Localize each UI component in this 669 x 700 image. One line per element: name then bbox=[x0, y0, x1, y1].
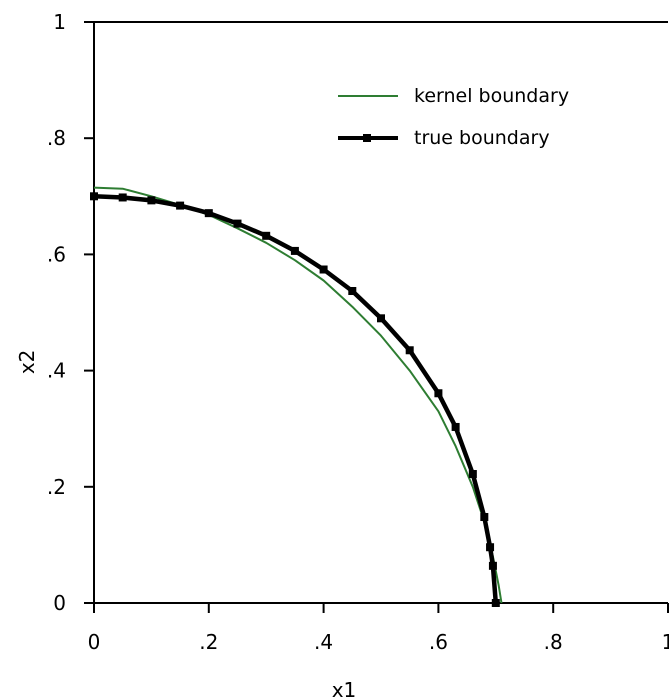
legend: kernel boundary true boundary bbox=[338, 85, 569, 149]
series-marker bbox=[233, 219, 242, 228]
x-tick-label: .2 bbox=[199, 630, 218, 654]
y-axis-title: x2 bbox=[15, 350, 39, 375]
series-marker bbox=[488, 561, 497, 570]
y-tick-label: .8 bbox=[47, 126, 66, 150]
x-tick-label: 1 bbox=[662, 630, 669, 654]
x-axis-title: x1 bbox=[332, 678, 357, 700]
series-marker bbox=[451, 422, 460, 431]
series-marker bbox=[480, 513, 489, 522]
series-marker bbox=[118, 193, 127, 202]
y-tick-label: .6 bbox=[47, 242, 66, 266]
series-marker bbox=[90, 192, 98, 201]
series-marker bbox=[486, 543, 495, 552]
series-marker bbox=[405, 346, 414, 355]
series-marker bbox=[319, 265, 328, 274]
legend-label: true boundary bbox=[414, 127, 550, 149]
series-marker bbox=[434, 389, 443, 398]
series-marker bbox=[491, 599, 500, 607]
series-marker bbox=[377, 314, 385, 323]
y-tick-label: .2 bbox=[47, 475, 66, 499]
x-tick-label: .4 bbox=[314, 630, 333, 654]
y-tick-label: .4 bbox=[47, 359, 66, 383]
x-tick-label: .8 bbox=[544, 630, 563, 654]
plot-frame bbox=[93, 21, 668, 604]
x-tick-label: 0 bbox=[88, 630, 101, 654]
legend-marker-true bbox=[363, 134, 371, 142]
series-line-2 bbox=[93, 194, 499, 604]
y-tick-label: 0 bbox=[53, 591, 66, 615]
legend-label: kernel boundary bbox=[414, 85, 569, 107]
x-axis-ticks: 0 .2 .4 .6 .8 1 bbox=[88, 603, 669, 654]
y-tick-label: 1 bbox=[53, 10, 66, 34]
series-marker bbox=[348, 287, 357, 296]
series-marker bbox=[204, 209, 213, 218]
x-tick-label: .6 bbox=[429, 630, 448, 654]
series-marker bbox=[147, 196, 156, 205]
series-marker bbox=[262, 231, 271, 240]
series-marker bbox=[290, 246, 299, 255]
series-marker bbox=[176, 201, 185, 210]
series-layer bbox=[90, 186, 503, 607]
series-marker bbox=[468, 470, 477, 479]
y-axis-ticks: 0 .2 .4 .6 .8 1 bbox=[47, 10, 94, 615]
